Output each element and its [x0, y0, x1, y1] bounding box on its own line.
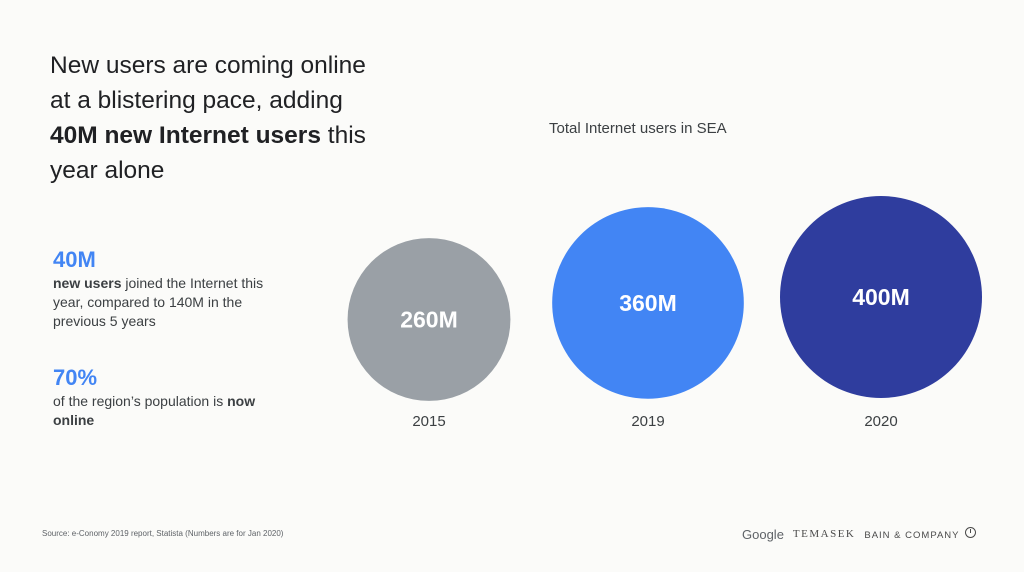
stat-desc-text: of the region’s population is: [53, 393, 228, 409]
headline: New users are coming online at a blister…: [50, 48, 380, 188]
bain-logo-text: BAIN & COMPANY: [864, 530, 960, 541]
headline-bold: 40M new Internet users: [50, 122, 321, 149]
year-label: 2019: [631, 413, 664, 430]
headline-text-2: this year alone: [50, 122, 366, 184]
google-logo: Google: [742, 526, 784, 542]
year-label: 2020: [864, 413, 897, 430]
stat-description: of the region’s population is now online: [53, 392, 293, 430]
stat-desc-text: joined the Internet this year, compared …: [53, 275, 264, 329]
stat-desc-bold: new users: [53, 275, 122, 291]
bain-mark-icon: [964, 527, 976, 538]
stat-population-online: 70% of the region’s population is now on…: [53, 364, 293, 430]
source-note: Source: e-Conomy 2019 report, Statista (…: [42, 529, 284, 538]
bubble-2020: [780, 196, 982, 398]
chart-title: Total Internet users in SEA: [549, 120, 727, 137]
stat-value: 70%: [53, 365, 98, 390]
headline-text-1: New users are coming online at a blister…: [50, 52, 366, 114]
stat-description: new users joined the Internet this year,…: [53, 274, 293, 331]
partner-logos: Google TEMASEK BAIN & COMPANY: [742, 524, 976, 544]
stat-desc-bold: now online: [53, 393, 256, 428]
bubble-value-label: 260M: [400, 307, 458, 333]
bain-logo: BAIN & COMPANY: [864, 527, 976, 541]
bubble-value-label: 400M: [852, 284, 910, 310]
temasek-logo: TEMASEK: [792, 528, 856, 540]
year-label: 2015: [412, 413, 445, 430]
bubble-value-label: 360M: [619, 290, 677, 316]
stat-value: 40M: [53, 247, 96, 272]
bubble-2015: [347, 238, 511, 401]
stat-new-users: 40M new users joined the Internet this y…: [53, 246, 293, 331]
bubble-2019: [552, 207, 744, 399]
